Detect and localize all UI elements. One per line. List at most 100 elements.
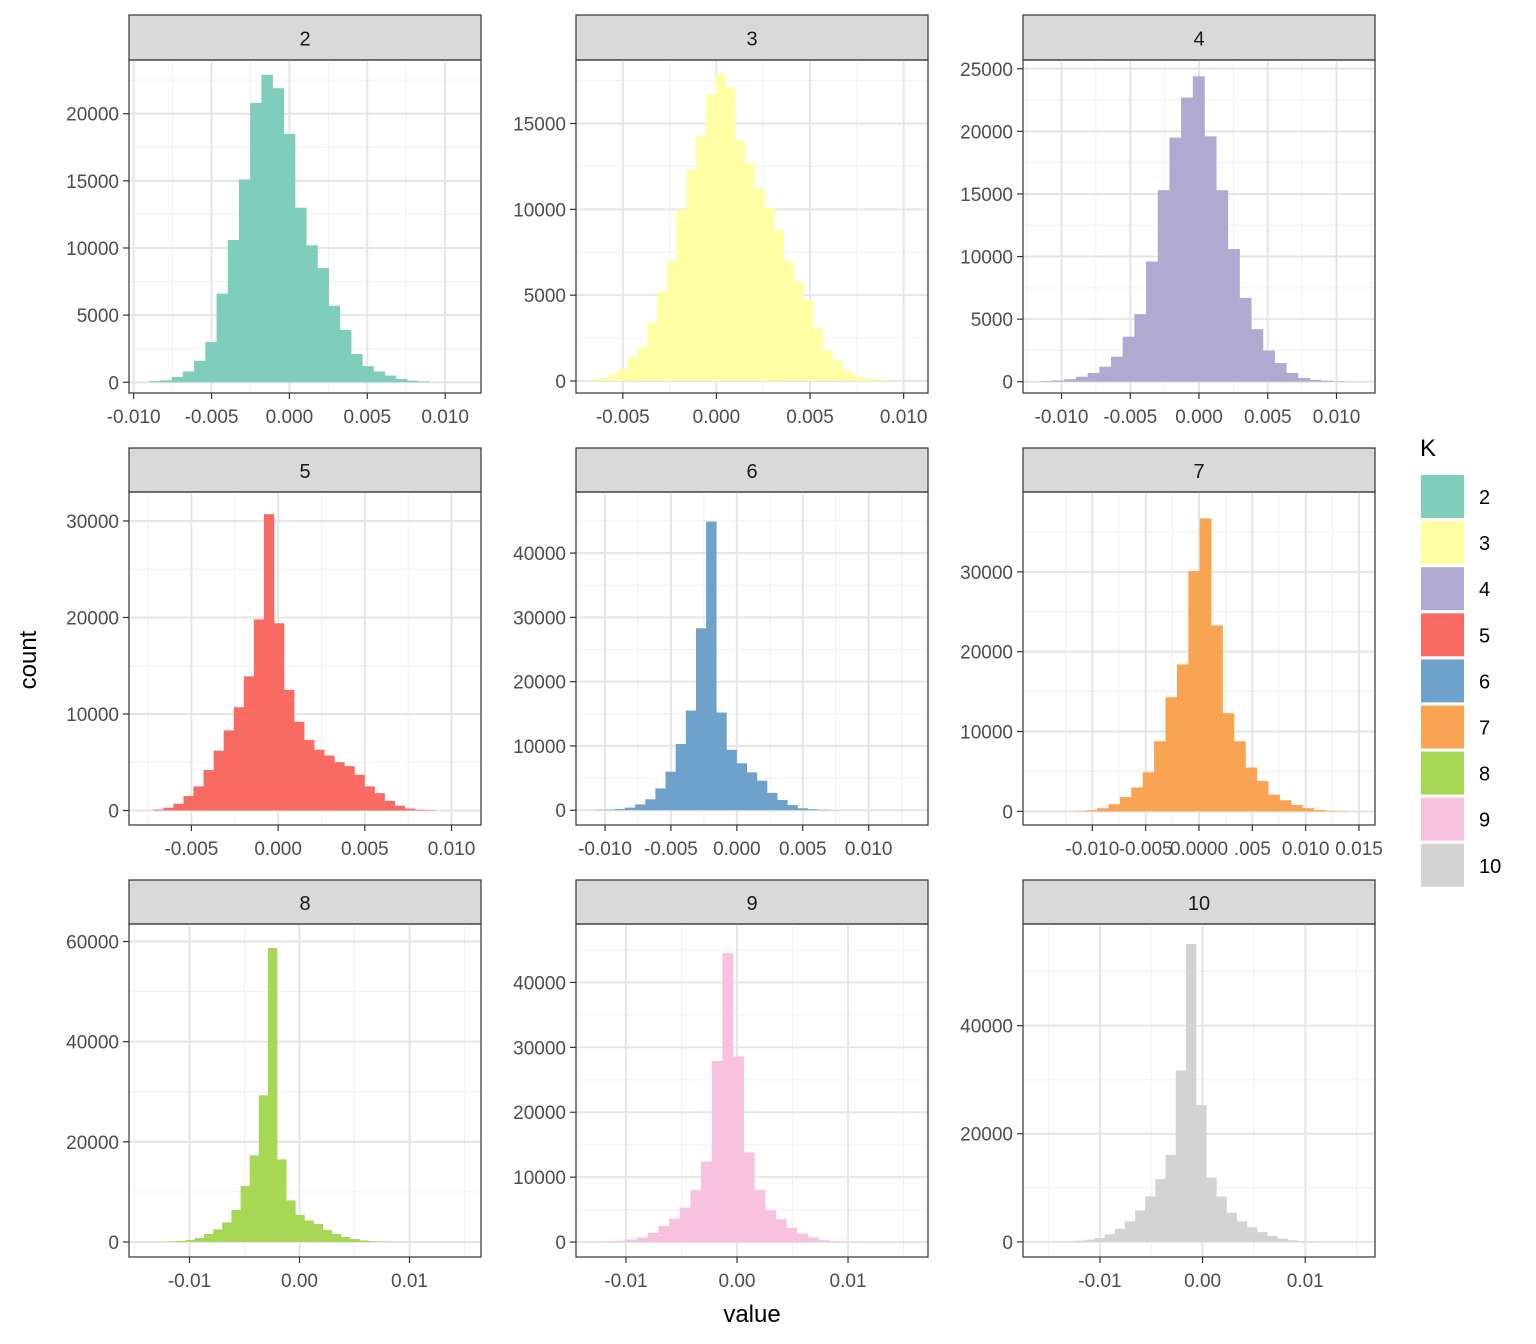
y-tick-label: 10000 bbox=[960, 723, 1013, 744]
legend-label-2: 2 bbox=[1479, 487, 1490, 509]
strip-background bbox=[575, 879, 929, 925]
x-tick-label: 0.00 bbox=[1184, 1271, 1221, 1292]
histogram-bar bbox=[294, 721, 305, 811]
histogram-bar bbox=[182, 371, 195, 383]
strip-label: 5 bbox=[299, 461, 310, 483]
histogram-bar bbox=[657, 291, 668, 381]
y-tick-label: 20000 bbox=[513, 1103, 566, 1124]
legend-label-4: 4 bbox=[1479, 579, 1490, 601]
histogram-bar bbox=[222, 1222, 232, 1242]
histogram-bar bbox=[1155, 1179, 1166, 1242]
histogram-bar bbox=[647, 322, 658, 381]
histogram-bar bbox=[1124, 1221, 1136, 1242]
histogram-bar bbox=[1181, 97, 1194, 382]
strip-label: 6 bbox=[746, 461, 757, 483]
y-tick-label: 5000 bbox=[77, 306, 119, 327]
plot-area bbox=[129, 924, 481, 1257]
histogram-bar bbox=[787, 805, 798, 811]
histogram-bar bbox=[171, 376, 184, 383]
y-tick-label: 0 bbox=[555, 801, 566, 822]
histogram-bar bbox=[1108, 804, 1121, 812]
histogram-bar bbox=[1226, 1212, 1237, 1242]
y-tick-label: 10000 bbox=[66, 239, 119, 260]
legend-label-3: 3 bbox=[1479, 533, 1490, 555]
histogram-bar bbox=[1114, 1228, 1126, 1242]
histogram-bar bbox=[253, 619, 265, 811]
x-tick-label: 0.000 bbox=[693, 407, 741, 428]
strip-label: 3 bbox=[746, 29, 757, 51]
y-tick-label: 0 bbox=[108, 802, 119, 823]
histogram-bar bbox=[340, 1236, 351, 1242]
legend-swatch-4 bbox=[1421, 567, 1464, 611]
histogram-bar bbox=[675, 744, 687, 811]
legend-swatch-2 bbox=[1421, 475, 1464, 518]
histogram-bar bbox=[283, 133, 296, 383]
histogram-bar bbox=[1262, 350, 1275, 382]
histogram-bar bbox=[273, 623, 285, 811]
histogram-bar bbox=[364, 786, 375, 811]
x-tick-label: .005 bbox=[1234, 839, 1271, 860]
histogram-bar bbox=[715, 73, 726, 381]
y-tick-label: 60000 bbox=[66, 933, 119, 954]
histogram-bar bbox=[614, 808, 626, 811]
histogram-bar bbox=[1313, 809, 1326, 812]
histogram-bar bbox=[839, 1241, 851, 1243]
x-tick-label: -0.01 bbox=[604, 1271, 647, 1292]
panel-k-4: 4 -0.010 -0.005 0.000 0.005 0.010 0 5000 10000 15… bbox=[960, 14, 1376, 428]
histogram-bar bbox=[696, 135, 707, 381]
histogram-bar bbox=[1251, 329, 1264, 382]
histogram-bar bbox=[1216, 190, 1229, 382]
histogram-bar bbox=[243, 676, 255, 811]
plot-area bbox=[129, 492, 481, 825]
y-tick-label: 20000 bbox=[513, 673, 566, 694]
legend-swatch-8 bbox=[1421, 751, 1464, 795]
histogram-bar bbox=[764, 207, 775, 381]
histogram-bar bbox=[334, 762, 345, 811]
histogram-bar bbox=[1188, 571, 1201, 812]
histogram-bar bbox=[1134, 314, 1147, 382]
x-tick-label: 0.01 bbox=[830, 1271, 867, 1292]
strip-background bbox=[128, 879, 482, 925]
histogram-bar bbox=[213, 1229, 223, 1242]
histogram-bar bbox=[624, 807, 636, 811]
histogram-bar bbox=[828, 1241, 840, 1243]
histogram-bar bbox=[736, 763, 748, 811]
y-axis-label: count bbox=[15, 630, 42, 689]
x-tick-label: 0.010 bbox=[421, 407, 469, 428]
histogram-bar bbox=[1287, 1240, 1298, 1242]
x-tick-label: 0.01 bbox=[1287, 1271, 1324, 1292]
histogram-bar bbox=[777, 799, 788, 811]
histogram-bar bbox=[881, 380, 892, 381]
histogram-bar bbox=[655, 788, 666, 811]
histogram-bar bbox=[861, 378, 872, 381]
histogram-bar bbox=[1146, 261, 1159, 382]
histogram-bar bbox=[604, 809, 616, 811]
histogram-bar bbox=[1309, 379, 1322, 382]
histogram-bar bbox=[647, 1232, 659, 1243]
histogram-bar bbox=[1291, 805, 1303, 812]
histogram-bar bbox=[216, 293, 229, 383]
histogram-bar bbox=[813, 327, 824, 381]
y-tick-label: 15000 bbox=[66, 172, 119, 193]
y-tick-label: 0 bbox=[1002, 802, 1013, 823]
y-tick-label: 20000 bbox=[66, 608, 119, 629]
histogram-bar bbox=[1122, 336, 1135, 382]
legend-swatch-5 bbox=[1421, 613, 1464, 657]
histogram-bar bbox=[1256, 1232, 1268, 1242]
panel-k-6: 6 -0.010 -0.005 0.000 0.005 0.010 0 10000 20000 3… bbox=[513, 447, 929, 860]
histogram-bar bbox=[685, 710, 697, 811]
x-tick-label: -0.005 bbox=[1103, 407, 1157, 428]
histogram-bar bbox=[701, 1161, 712, 1243]
strip-background bbox=[1022, 879, 1376, 925]
histogram-bar bbox=[1135, 1210, 1146, 1242]
histogram-bar bbox=[1297, 1241, 1309, 1242]
histogram-bar bbox=[250, 102, 262, 383]
y-tick-label: 30000 bbox=[513, 1038, 566, 1059]
panel-border bbox=[575, 923, 929, 1258]
histogram-bar bbox=[637, 346, 648, 381]
histogram-bar bbox=[775, 1219, 787, 1243]
histogram-bar bbox=[725, 87, 736, 381]
histogram-bar bbox=[1142, 772, 1155, 812]
histogram-bar bbox=[384, 800, 395, 811]
